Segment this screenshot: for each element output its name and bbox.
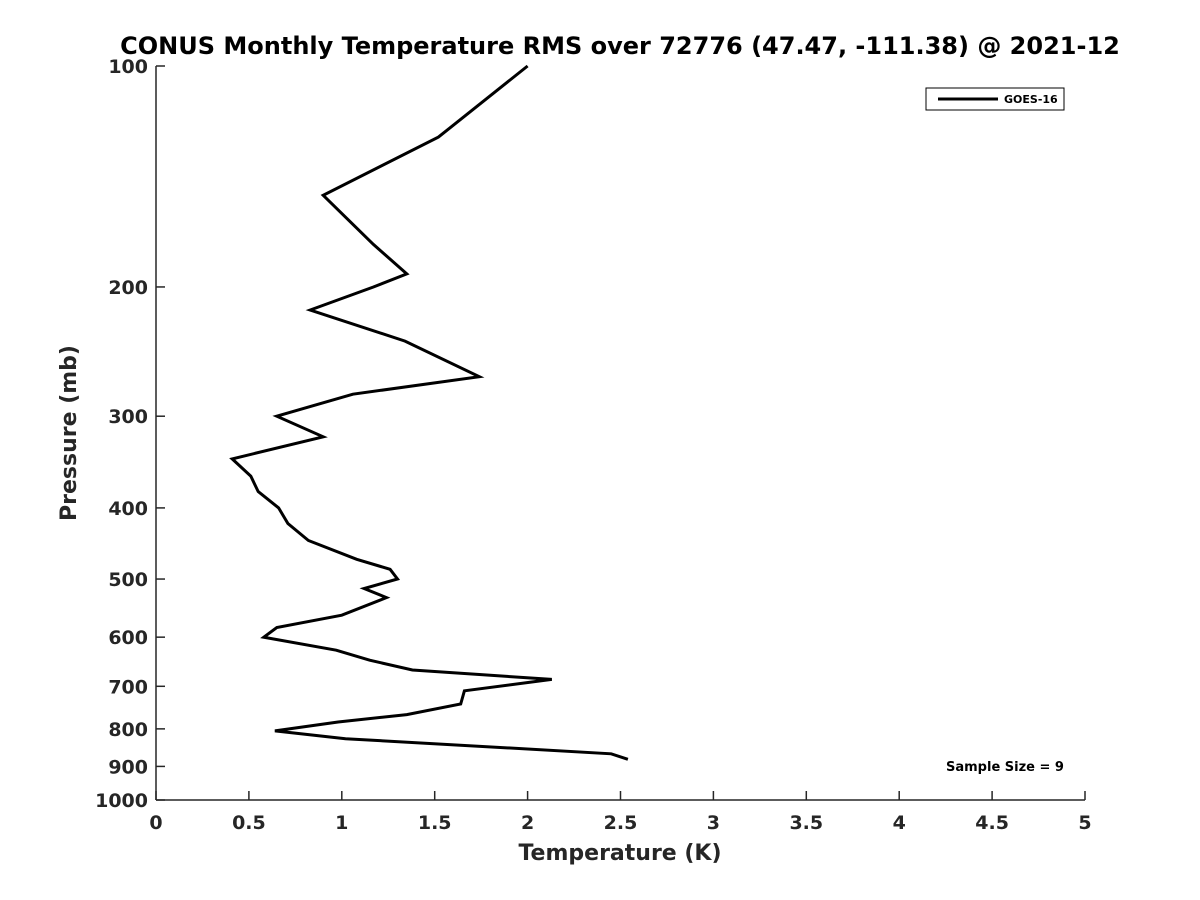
y-tick-label: 500 [108, 569, 148, 591]
x-axis-label: Temperature (K) [518, 841, 721, 866]
series-line-goes-16 [229, 64, 629, 761]
x-ticks: 0 0.5 1 1.5 2 2.5 3 3.5 4 4.5 5 [149, 791, 1092, 834]
y-tick-label: 300 [108, 406, 148, 428]
y-ticks: 100 200 300 400 500 600 700 800 900 1000 [95, 56, 165, 812]
x-tick-label: 3 [707, 812, 720, 834]
plot-area: 0 0.5 1 1.5 2 2.5 3 3.5 4 4.5 5 100 200 300 400 500 600… [95, 56, 1092, 834]
x-tick-label: 1 [335, 812, 348, 834]
x-tick-label: 1.5 [418, 812, 452, 834]
x-tick-label: 3.5 [789, 812, 823, 834]
y-tick-label: 700 [108, 676, 148, 698]
y-tick-label: 900 [108, 756, 148, 778]
x-tick-label: 0 [149, 812, 162, 834]
x-tick-label: 4 [893, 812, 906, 834]
x-tick-label: 2 [521, 812, 534, 834]
x-tick-label: 5 [1078, 812, 1091, 834]
legend: GOES-16 [925, 87, 1065, 111]
x-tick-label: 0.5 [232, 812, 266, 834]
sample-size-annotation: Sample Size = 9 [946, 760, 1064, 775]
x-tick-label: 4.5 [975, 812, 1009, 834]
chart-title: CONUS Monthly Temperature RMS over 72776… [120, 32, 1120, 60]
series-layer [229, 64, 629, 761]
y-tick-label: 400 [108, 498, 148, 520]
legend-label: GOES-16 [1004, 93, 1058, 106]
y-axis-label: Pressure (mb) [57, 345, 82, 521]
y-tick-label: 800 [108, 719, 148, 741]
y-tick-label: 600 [108, 627, 148, 649]
y-tick-label: 200 [108, 277, 148, 299]
y-tick-label: 100 [108, 56, 148, 78]
y-tick-label: 1000 [95, 790, 148, 812]
x-tick-label: 2.5 [604, 812, 638, 834]
